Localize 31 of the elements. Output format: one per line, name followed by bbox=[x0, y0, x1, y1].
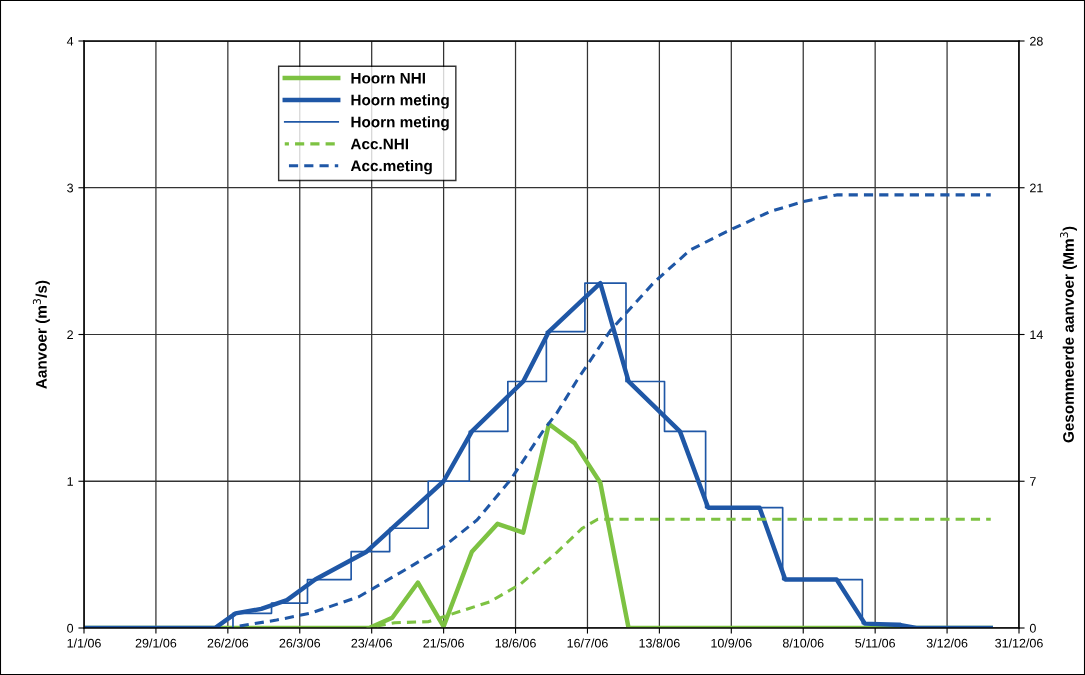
legend-label: Acc.NHI bbox=[350, 138, 408, 150]
x-tick-label: 13/8/06 bbox=[639, 638, 680, 648]
y2-tick-label: 21 bbox=[1030, 183, 1043, 193]
x-tick-label: 18/6/06 bbox=[495, 638, 536, 648]
y-tick-label: 1 bbox=[67, 477, 73, 486]
x-tick-label: 26/2/06 bbox=[207, 638, 249, 648]
y-tick-label: 0 bbox=[67, 623, 74, 633]
x-tick-label: 23/4/06 bbox=[351, 638, 392, 648]
y-axis-title: Aanvoer (m$^{3}$/s) bbox=[32, 280, 50, 389]
y-tick-label: 3 bbox=[67, 183, 74, 193]
x-tick-label: 21/5/06 bbox=[423, 638, 464, 648]
x-tick-label: 16/7/06 bbox=[567, 638, 608, 648]
legend-label: Hoorn meting bbox=[351, 94, 449, 109]
x-tick-label: 26/3/06 bbox=[279, 638, 321, 648]
x-tick-label: 8/10/06 bbox=[782, 638, 824, 648]
y-tick-label: 4 bbox=[66, 36, 74, 46]
x-tick-label: 3/12/06 bbox=[926, 638, 968, 648]
x-tick-label: 10/9/06 bbox=[711, 638, 752, 648]
x-tick-label: 29/1/06 bbox=[135, 638, 177, 648]
y2-tick-label: 14 bbox=[1030, 330, 1043, 340]
x-tick-label: 31/12/06 bbox=[995, 638, 1043, 648]
legend-label: Acc.meting bbox=[350, 160, 432, 175]
y2-tick-label: 28 bbox=[1030, 36, 1043, 46]
legend-label: Hoorn NHI bbox=[351, 72, 425, 84]
legend-label: Hoorn meting bbox=[351, 116, 449, 131]
y2-tick-label: 7 bbox=[1030, 477, 1036, 486]
y2-axis-title: Gesommeerde aanvoer (Mm$^{3}$) bbox=[1059, 226, 1077, 443]
x-tick-label: 1/1/06 bbox=[67, 638, 101, 648]
y2-tick-label: 0 bbox=[1029, 623, 1036, 633]
y-tick-label: 2 bbox=[67, 330, 73, 340]
x-tick-label: 5/11/06 bbox=[855, 638, 895, 648]
